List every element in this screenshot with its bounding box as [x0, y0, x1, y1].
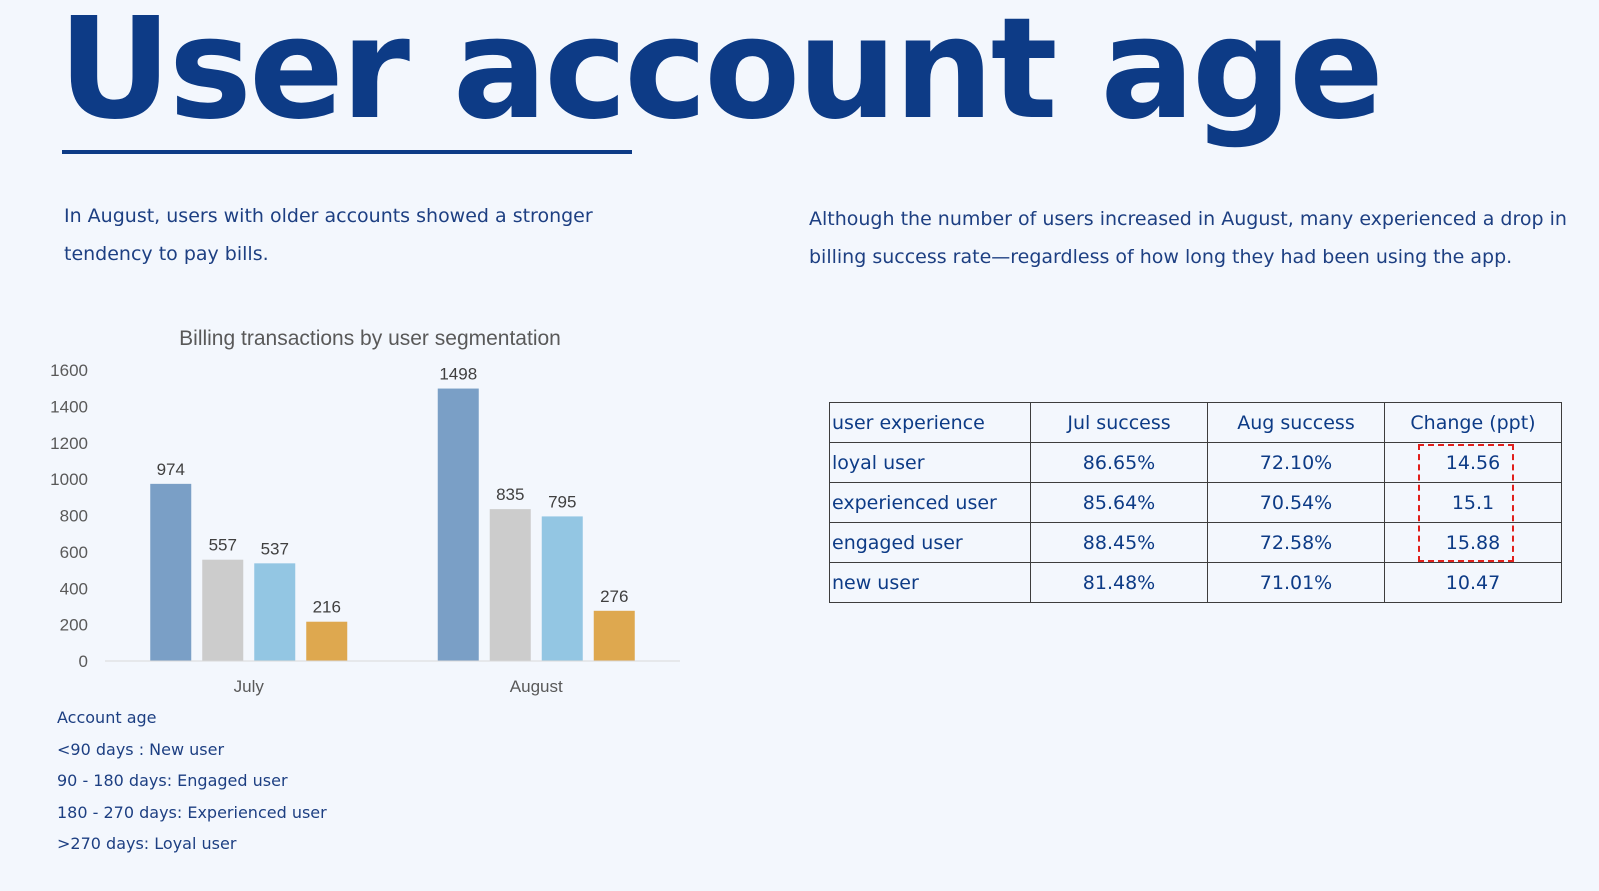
chart-svg: Billing transactions by user segmentatio…: [50, 327, 680, 696]
bar: [202, 559, 244, 661]
billing-bar-chart: Billing transactions by user segmentatio…: [30, 320, 720, 714]
data-label: 974: [157, 460, 185, 479]
page-title: User account age: [58, 0, 1384, 151]
bar: [150, 483, 192, 661]
table-cell: loyal user: [829, 442, 1031, 483]
table-row: engaged user 88.45% 72.58% 15.88: [829, 522, 1562, 563]
table-cell: 10.47: [1384, 562, 1562, 603]
table-cell: engaged user: [829, 522, 1031, 563]
data-label: 795: [548, 492, 576, 511]
table-header-row: user experience Jul success Aug success …: [829, 402, 1562, 443]
x-tick-label: July: [234, 677, 265, 696]
account-age-item: 180 - 270 days: Experienced user: [57, 802, 327, 822]
bar: [254, 563, 296, 661]
x-tick-label: August: [510, 677, 563, 696]
table-cell: new user: [829, 562, 1031, 603]
table-cell: 72.58%: [1207, 522, 1385, 563]
left-summary-text: In August, users with older accounts sho…: [64, 205, 593, 265]
account-age-heading: Account age: [57, 708, 157, 727]
success-rate-table: user experience Jul success Aug success …: [829, 402, 1562, 603]
table-cell: 72.10%: [1207, 442, 1385, 483]
bars-group: 974 557 537 216 1498 835 795 276: [150, 365, 635, 661]
table-cell: 70.54%: [1207, 482, 1385, 523]
account-age-item: 90 - 180 days: Engaged user: [57, 771, 288, 790]
table-cell: 14.56: [1384, 442, 1562, 483]
account-age-item: >270 days: Loyal user: [57, 834, 237, 853]
data-label: 557: [209, 536, 237, 555]
table-row: new user 81.48% 71.01% 10.47: [829, 562, 1562, 603]
bar: [306, 621, 348, 661]
bar: [489, 509, 531, 661]
y-tick-label: 1600: [50, 361, 88, 380]
table-header: Aug success: [1207, 402, 1385, 443]
account-age-notes: Account age <90 days : New user 90 - 180…: [57, 702, 327, 860]
table-row: experienced user 85.64% 70.54% 15.1: [829, 482, 1562, 523]
data-label: 276: [600, 587, 628, 606]
y-tick-label: 400: [60, 579, 88, 598]
y-tick-label: 800: [60, 507, 88, 526]
table-header: Change (ppt): [1384, 402, 1562, 443]
y-tick-label: 1400: [50, 397, 88, 416]
table-cell: 88.45%: [1030, 522, 1208, 563]
data-label: 537: [261, 539, 289, 558]
table-cell: experienced user: [829, 482, 1031, 523]
table-cell: 71.01%: [1207, 562, 1385, 603]
x-axis: July August: [105, 660, 680, 696]
title-underline: [62, 150, 632, 154]
bar: [437, 388, 479, 661]
bar: [593, 610, 635, 661]
table-cell: 86.65%: [1030, 442, 1208, 483]
table-cell: 15.1: [1384, 482, 1562, 523]
y-axis: 0 200 400 600 800 1000 1200 1400 1600: [50, 361, 88, 671]
chart-title: Billing transactions by user segmentatio…: [179, 327, 561, 350]
y-tick-label: 600: [60, 543, 88, 562]
y-tick-label: 1200: [50, 434, 88, 453]
change-highlight-box: [1418, 444, 1514, 562]
data-label: 216: [313, 598, 341, 617]
table-cell: 81.48%: [1030, 562, 1208, 603]
bar: [541, 516, 583, 661]
data-label: 835: [496, 485, 524, 504]
right-summary-text: Although the number of users increased i…: [809, 208, 1567, 268]
table-cell: 85.64%: [1030, 482, 1208, 523]
y-tick-label: 0: [79, 652, 88, 671]
account-age-item: <90 days : New user: [57, 739, 225, 759]
table-header: Jul success: [1030, 402, 1208, 443]
y-tick-label: 200: [60, 616, 88, 635]
data-label: 1498: [439, 365, 477, 384]
y-tick-label: 1000: [50, 470, 88, 489]
table-header: user experience: [829, 402, 1031, 443]
